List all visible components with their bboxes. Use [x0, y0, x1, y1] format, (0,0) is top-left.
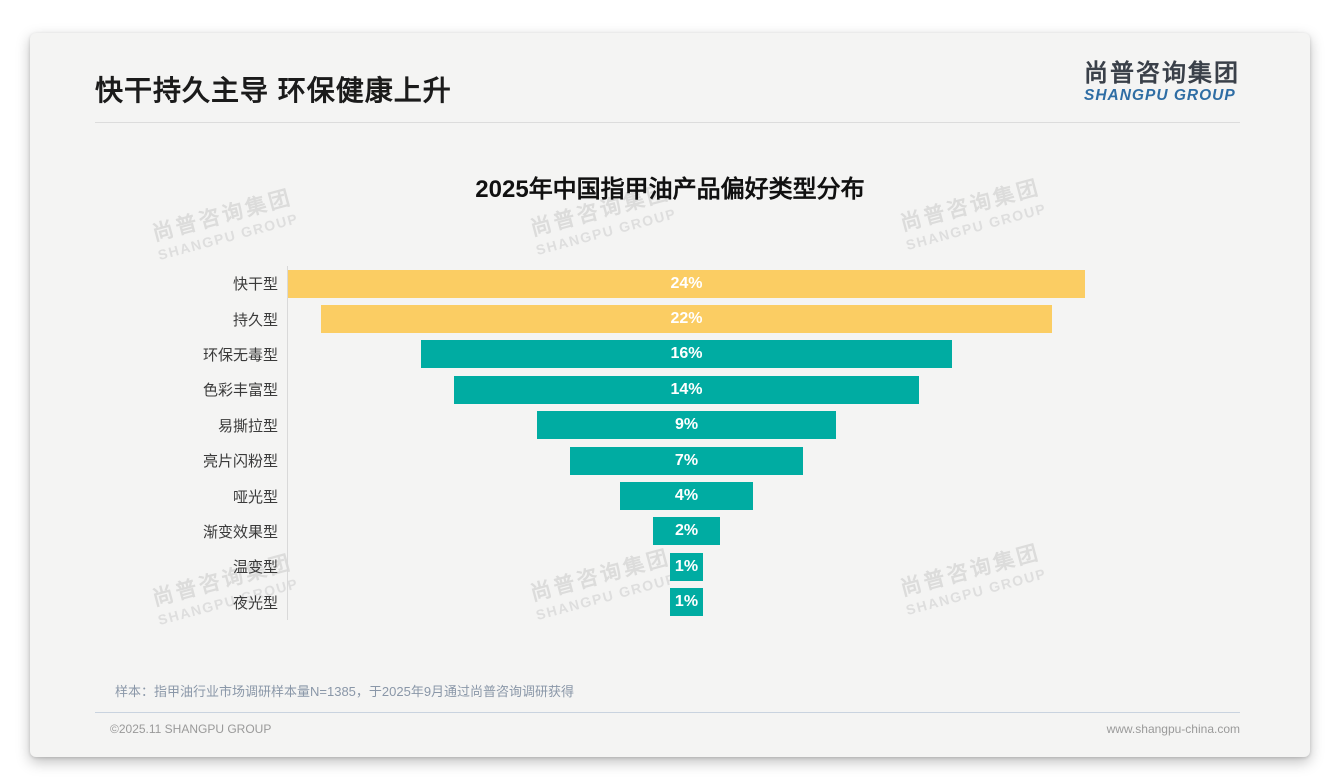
chart-row: 持久型 22%	[30, 301, 1085, 337]
category-label: 快干型	[232, 276, 278, 294]
chart-row: 温变型 1%	[30, 549, 1085, 585]
copyright-text: ©2025.11 SHANGPU GROUP	[110, 722, 272, 736]
category-label: 温变型	[232, 559, 278, 577]
slide-card: 尚普咨询集团 SHANGPU GROUP 尚普咨询集团 SHANGPU GROU…	[30, 33, 1310, 757]
chart-row: 快干型 24%	[30, 266, 1085, 302]
category-label: 持久型	[232, 311, 278, 329]
watermark-en: SHANGPU GROUP	[156, 210, 301, 264]
chart-row: 色彩丰富型 14%	[30, 372, 1085, 408]
bar: 4%	[620, 482, 753, 511]
plot-area: 24%	[287, 266, 1085, 302]
plot-area: 14%	[287, 372, 1085, 408]
category-label: 亮片闪粉型	[202, 453, 278, 471]
bar: 1%	[669, 552, 704, 581]
preference-chart: 快干型 24% 持久型 22% 环保无毒型 16% 色彩丰富型 14% 易撕拉型 9% 亮片闪粉型 7…	[30, 266, 1085, 620]
category-label: 易撕拉型	[217, 417, 278, 435]
plot-area: 1%	[287, 584, 1085, 620]
brand-logo-en: SHANGPU GROUP	[1084, 87, 1236, 105]
plot-area: 2%	[287, 513, 1085, 550]
chart-row: 环保无毒型 16%	[30, 336, 1085, 373]
page-title: 快干持久主导 环保健康上升	[95, 75, 452, 106]
category-label: 渐变效果型	[202, 523, 278, 541]
chart-title: 2025年中国指甲油产品偏好类型分布	[475, 176, 865, 203]
watermark-en: SHANGPU GROUP	[904, 200, 1049, 254]
chart-rows: 快干型 24% 持久型 22% 环保无毒型 16% 色彩丰富型 14% 易撕拉型 9% 亮片闪粉型 7…	[30, 266, 1085, 620]
bar: 16%	[420, 340, 953, 369]
bar: 1%	[669, 588, 704, 617]
category-label: 环保无毒型	[202, 346, 278, 364]
chart-row: 渐变效果型 2%	[30, 513, 1085, 550]
chart-row: 易撕拉型 9%	[30, 407, 1085, 443]
bar: 24%	[288, 269, 1085, 298]
chart-row: 哑光型 4%	[30, 478, 1085, 514]
plot-area: 7%	[287, 442, 1085, 479]
bar: 14%	[454, 375, 919, 404]
plot-area: 9%	[287, 407, 1085, 443]
plot-area: 1%	[287, 549, 1085, 585]
title-divider	[95, 122, 1240, 123]
plot-area: 4%	[287, 478, 1085, 514]
plot-area: 16%	[287, 336, 1085, 373]
plot-area: 22%	[287, 301, 1085, 337]
brand-logo-cn: 尚普咨询集团	[1084, 60, 1240, 87]
website-url: www.shangpu-china.com	[1106, 722, 1240, 736]
bar: 9%	[537, 411, 836, 440]
category-label: 夜光型	[232, 594, 278, 612]
footer: ©2025.11 SHANGPU GROUP www.shangpu-china…	[95, 712, 1240, 736]
category-label: 哑光型	[232, 488, 278, 506]
chart-row: 夜光型 1%	[30, 584, 1085, 620]
chart-row: 亮片闪粉型 7%	[30, 442, 1085, 479]
sample-note: 样本：指甲油行业市场调研样本量N=1385，于2025年9月通过尚普咨询调研获得	[115, 684, 575, 699]
watermark-en: SHANGPU GROUP	[534, 205, 679, 259]
bar: 2%	[653, 517, 720, 546]
brand-logo: 尚普咨询集团 SHANGPU GROUP	[1084, 60, 1240, 105]
category-label: 色彩丰富型	[202, 382, 278, 400]
bar: 7%	[570, 446, 803, 475]
bar: 22%	[321, 305, 1052, 334]
